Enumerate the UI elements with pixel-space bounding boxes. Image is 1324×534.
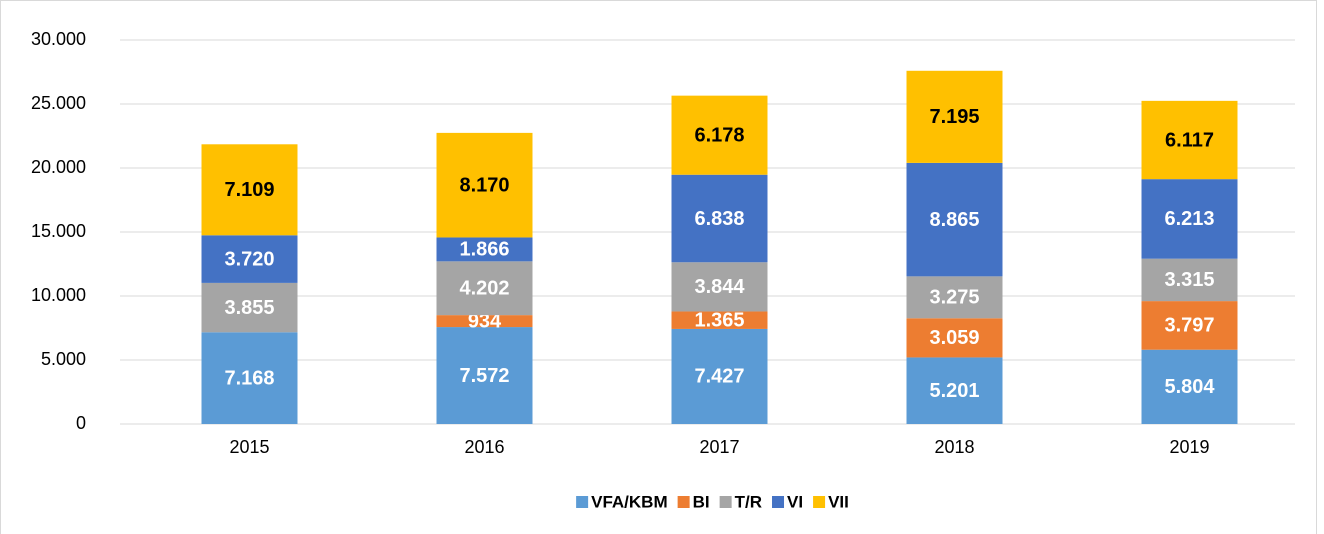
- value-label: 7.109: [224, 179, 274, 201]
- bar-segment: [436, 132, 533, 238]
- bar-segment: [1141, 349, 1238, 424]
- value-label: 6.213: [1164, 208, 1214, 230]
- value-label: 7.572: [459, 365, 509, 387]
- y-tick-label: 20.000: [31, 157, 86, 177]
- y-tick-label: 25.000: [31, 93, 86, 113]
- value-label: 3.275: [929, 287, 979, 309]
- value-label: 6.178: [694, 124, 744, 146]
- value-label: 6.838: [694, 208, 744, 230]
- bar-segment: [201, 235, 298, 283]
- bar-segment: [671, 262, 768, 312]
- bar-segment: [1141, 301, 1238, 350]
- legend-swatch: [719, 496, 732, 508]
- legend-label: VI: [787, 492, 803, 511]
- value-label: 3.720: [224, 248, 274, 270]
- value-label: 1.365: [694, 309, 744, 331]
- value-label: 934: [468, 310, 502, 332]
- y-tick-label: 5.000: [41, 349, 86, 369]
- bar-segment: [906, 318, 1003, 358]
- bar-segment: [1141, 258, 1238, 302]
- legend-label: BI: [693, 492, 710, 511]
- value-label: 7.195: [929, 106, 979, 128]
- bar-segment: [671, 311, 768, 329]
- bar-segment: [201, 144, 298, 236]
- legend-swatch: [576, 496, 589, 508]
- legend-label: T/R: [735, 492, 762, 511]
- bar-segment: [906, 162, 1003, 277]
- y-tick-label: 15.000: [31, 221, 86, 241]
- bar-segment: [671, 174, 768, 263]
- value-label: 5.201: [929, 380, 979, 402]
- value-label: 7.427: [694, 366, 744, 388]
- bar-segment: [436, 237, 533, 262]
- legend-label: VFA/KBM: [591, 492, 668, 511]
- y-tick-label: 10.000: [31, 285, 86, 305]
- value-label: 3.855: [224, 297, 274, 319]
- value-label: 3.844: [694, 276, 745, 298]
- legend-swatch: [772, 496, 785, 508]
- bar-segment: [436, 315, 533, 328]
- x-tick-label: 2016: [464, 437, 504, 457]
- value-label: 8.865: [929, 209, 979, 231]
- legend-swatch: [677, 496, 690, 508]
- value-label: 8.170: [459, 174, 509, 196]
- bar-segment: [671, 328, 768, 424]
- x-tick-label: 2015: [229, 437, 269, 457]
- value-label: 5.804: [1164, 376, 1215, 398]
- bar-segment: [201, 332, 298, 424]
- legend-swatch: [813, 496, 826, 508]
- bar-segment: [436, 327, 533, 424]
- value-label: 7.168: [224, 367, 274, 389]
- x-tick-label: 2017: [699, 437, 739, 457]
- legend: VFA/KBM BI T/R VI VII: [576, 492, 849, 511]
- bar-segment: [201, 282, 298, 333]
- bar-segment: [1141, 179, 1238, 259]
- bar-segment: [906, 357, 1003, 424]
- bar-segment: [906, 70, 1003, 163]
- value-label: 3.797: [1164, 315, 1214, 337]
- value-label: 4.202: [459, 278, 509, 300]
- value-label: 3.059: [929, 327, 979, 349]
- value-label: 6.117: [1165, 129, 1214, 151]
- value-label: 3.315: [1164, 269, 1214, 291]
- value-label: 1.866: [459, 239, 509, 261]
- legend-label: VII: [828, 492, 849, 511]
- bar-segment: [1141, 100, 1238, 180]
- y-tick-label: 0: [76, 413, 86, 433]
- x-tick-label: 2018: [934, 437, 974, 457]
- bar-segment: [436, 261, 533, 316]
- x-tick-label: 2019: [1169, 437, 1209, 457]
- bar-segment: [906, 276, 1003, 319]
- bar-segment: [671, 95, 768, 175]
- y-tick-label: 30.000: [31, 29, 86, 49]
